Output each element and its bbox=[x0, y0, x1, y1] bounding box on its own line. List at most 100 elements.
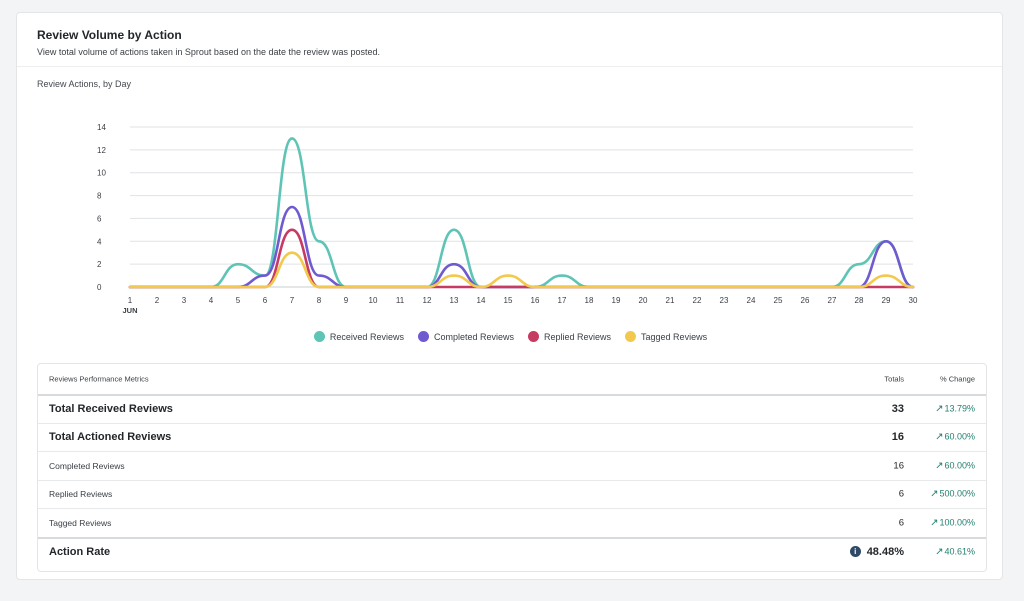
metric-total: 6 bbox=[898, 488, 904, 500]
metric-change: ↗60.00% bbox=[935, 460, 975, 471]
y-tick-label: 0 bbox=[97, 283, 102, 292]
x-tick-label: 4 bbox=[209, 296, 214, 305]
trend-up-icon: ↗ bbox=[935, 546, 944, 558]
y-tick-label: 10 bbox=[97, 169, 106, 178]
x-tick-label: 9 bbox=[344, 296, 349, 305]
x-tick-label: 13 bbox=[450, 296, 459, 305]
x-tick-label: 24 bbox=[747, 296, 756, 305]
metric-label: Completed Reviews bbox=[49, 460, 125, 471]
y-tick-label: 2 bbox=[97, 260, 102, 269]
x-tick-label: 16 bbox=[531, 296, 540, 305]
y-tick-label: 14 bbox=[97, 123, 106, 132]
chart-legend: Received Reviews Completed Reviews Repli… bbox=[17, 331, 1004, 342]
metric-label: Tagged Reviews bbox=[49, 517, 112, 528]
x-tick-label: 15 bbox=[504, 296, 513, 305]
trend-up-icon: ↗ bbox=[935, 431, 944, 443]
change-header: % Change bbox=[939, 374, 975, 384]
legend-swatch-tagged bbox=[625, 331, 637, 342]
y-tick-label: 4 bbox=[97, 237, 102, 246]
metric-change-value: 40.61% bbox=[944, 546, 975, 557]
legend-label-received: Received Reviews bbox=[329, 331, 404, 342]
x-tick-label: 30 bbox=[909, 296, 918, 305]
legend-item-received[interactable]: Received Reviews bbox=[313, 331, 404, 342]
x-tick-label: 1 bbox=[128, 296, 133, 305]
metric-change: ↗60.00% bbox=[935, 432, 975, 443]
legend-swatch-completed bbox=[417, 331, 429, 342]
card-title: Review Volume by Action bbox=[37, 28, 182, 42]
metric-total-wrap: i 48.48% bbox=[849, 545, 904, 558]
series-line-replied-reviews bbox=[128, 228, 915, 289]
legend-label-tagged: Tagged Reviews bbox=[641, 331, 708, 342]
x-tick-label: 8 bbox=[317, 296, 322, 305]
metrics-row-tagged: Tagged Reviews 6 ↗100.00% bbox=[38, 508, 986, 537]
legend-swatch-replied bbox=[528, 331, 539, 342]
metric-total: 48.48% bbox=[866, 545, 904, 558]
review-volume-card: Review Volume by Action View total volum… bbox=[16, 12, 1003, 580]
x-tick-label: 19 bbox=[612, 296, 621, 305]
trend-up-icon: ↗ bbox=[930, 488, 939, 500]
x-tick-label: 20 bbox=[639, 296, 648, 305]
y-tick-label: 8 bbox=[97, 192, 102, 201]
metric-change-value: 100.00% bbox=[939, 517, 975, 528]
legend-item-replied[interactable]: Replied Reviews bbox=[528, 331, 611, 342]
metrics-row-actioned: Total Actioned Reviews 16 ↗60.00% bbox=[38, 422, 986, 452]
totals-header: Totals bbox=[884, 374, 904, 384]
x-tick-label: 10 bbox=[369, 296, 378, 305]
metric-change: ↗100.00% bbox=[930, 517, 975, 528]
metrics-row-received: Total Received Reviews 33 ↗13.79% bbox=[38, 394, 986, 423]
x-tick-label: 5 bbox=[236, 296, 241, 305]
metric-change-value: 60.00% bbox=[944, 431, 975, 442]
metric-change: ↗500.00% bbox=[930, 489, 975, 500]
x-tick-label: 11 bbox=[396, 296, 405, 305]
x-tick-label: 27 bbox=[828, 296, 837, 305]
metrics-header-row: Reviews Performance Metrics Totals % Cha… bbox=[38, 364, 986, 394]
x-tick-label: 23 bbox=[720, 296, 729, 305]
legend-label-replied: Replied Reviews bbox=[544, 331, 612, 342]
metrics-row-completed: Completed Reviews 16 ↗60.00% bbox=[38, 451, 986, 480]
y-tick-label: 6 bbox=[97, 214, 102, 223]
metric-change: ↗40.61% bbox=[935, 546, 975, 557]
metric-label: Total Received Reviews bbox=[49, 403, 173, 416]
x-tick-label: 29 bbox=[882, 296, 891, 305]
x-tick-label: 2 bbox=[155, 296, 160, 305]
trend-up-icon: ↗ bbox=[930, 517, 939, 529]
x-tick-label: 7 bbox=[290, 296, 295, 305]
x-tick-label: 21 bbox=[666, 296, 675, 305]
metric-change-value: 13.79% bbox=[944, 403, 975, 414]
metric-label: Replied Reviews bbox=[49, 489, 113, 500]
trend-up-icon: ↗ bbox=[935, 403, 944, 415]
info-icon[interactable]: i bbox=[849, 546, 861, 558]
series-line-received-reviews bbox=[128, 137, 915, 289]
x-tick-label: 6 bbox=[263, 296, 268, 305]
card-header: Review Volume by Action View total volum… bbox=[17, 13, 1002, 67]
metrics-row-replied: Replied Reviews 6 ↗500.00% bbox=[38, 479, 986, 509]
metric-label: Action Rate bbox=[49, 545, 111, 558]
series-line-completed-reviews bbox=[128, 205, 915, 289]
metric-change: ↗13.79% bbox=[935, 404, 975, 415]
card-subtitle: View total volume of actions taken in Sp… bbox=[37, 47, 381, 57]
metric-total: 6 bbox=[898, 517, 904, 529]
trend-up-icon: ↗ bbox=[935, 460, 944, 472]
metric-change-value: 500.00% bbox=[939, 488, 975, 499]
legend-swatch-received bbox=[313, 331, 325, 342]
x-tick-label: 17 bbox=[558, 296, 567, 305]
x-tick-label: 14 bbox=[477, 296, 486, 305]
metric-change-value: 60.00% bbox=[944, 460, 975, 471]
legend-item-tagged[interactable]: Tagged Reviews bbox=[625, 331, 707, 342]
x-tick-label: 22 bbox=[693, 296, 702, 305]
x-tick-label: 12 bbox=[423, 296, 432, 305]
metrics-table: Reviews Performance Metrics Totals % Cha… bbox=[37, 363, 987, 572]
metrics-row-action-rate: Action Rate i 48.48% ↗40.61% bbox=[38, 536, 986, 566]
legend-label-completed: Completed Reviews bbox=[433, 331, 514, 342]
y-tick-label: 12 bbox=[97, 146, 106, 155]
x-month-label: JUN bbox=[122, 306, 137, 315]
metric-total: 16 bbox=[893, 460, 904, 472]
chart-title: Review Actions, by Day bbox=[37, 79, 132, 89]
x-tick-label: 18 bbox=[585, 296, 594, 305]
legend-item-completed[interactable]: Completed Reviews bbox=[417, 331, 514, 342]
metric-total: 33 bbox=[891, 403, 904, 416]
metric-total: 16 bbox=[891, 431, 904, 444]
metric-label: Total Actioned Reviews bbox=[49, 431, 172, 444]
metrics-header-label: Reviews Performance Metrics bbox=[49, 374, 149, 384]
